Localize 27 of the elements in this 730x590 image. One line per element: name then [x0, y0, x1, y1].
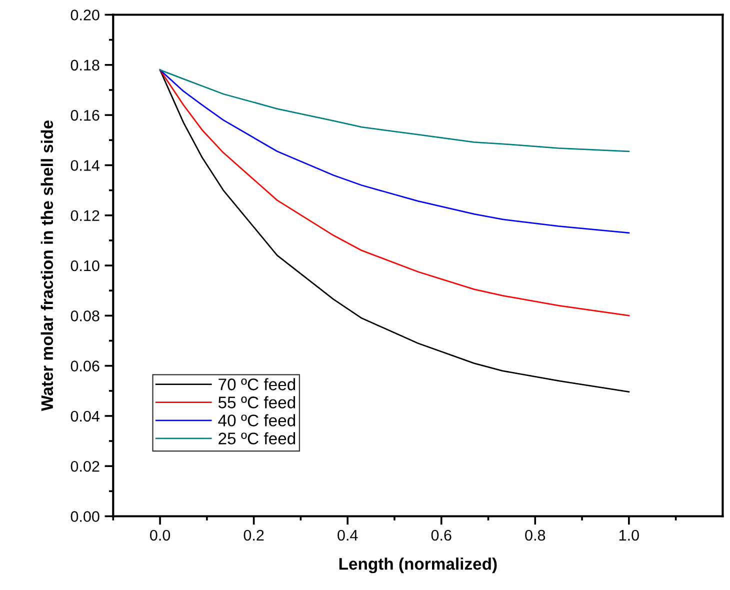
x-tick-label: 0.4 [338, 530, 358, 541]
y-tick-label: 0.12 [70, 210, 100, 222]
y-tick-label: 0.14 [70, 160, 100, 171]
y-tick-label: 0.16 [70, 110, 100, 121]
x-axis-title: Length (normalized) [339, 558, 497, 574]
y-tick-label: 0.10 [70, 260, 100, 272]
line-series [159, 69, 630, 316]
legend-label: 70 ºC feed [218, 378, 296, 390]
line-series [159, 69, 630, 234]
x-tick-label: 0.6 [431, 530, 452, 541]
y-axis-title: Water molar fraction in the shell side [40, 120, 54, 412]
legend-label: 55 ºC feed [218, 396, 296, 408]
line-series [159, 69, 630, 152]
y-tick-label: 0.00 [70, 511, 100, 522]
y-tick-label: 0.02 [70, 460, 100, 472]
x-tick-label: 0.0 [150, 530, 170, 541]
legend-label: 25 ºC feed [218, 432, 296, 444]
y-tick-label: 0.04 [70, 410, 100, 422]
y-tick-label: 0.08 [70, 310, 100, 322]
y-tick-label: 0.20 [70, 10, 100, 20]
y-tick-label: 0.18 [70, 60, 100, 71]
x-tick-label: 0.2 [244, 530, 264, 541]
line-series [159, 69, 630, 393]
x-tick-label: 0.8 [525, 530, 546, 541]
y-tick-label: 0.06 [70, 360, 100, 372]
legend-label: 40 ºC feed [218, 414, 296, 426]
x-tick-label: 1.0 [619, 530, 639, 541]
